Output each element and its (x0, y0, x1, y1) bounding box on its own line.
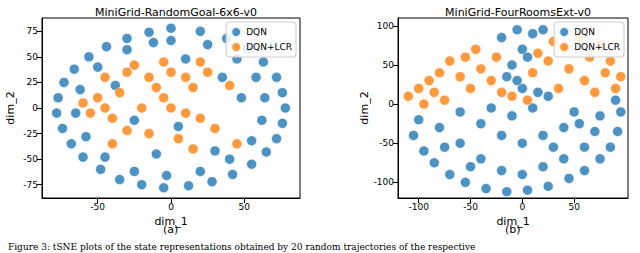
svg-text:-50: -50 (463, 202, 478, 212)
svg-text:(b): (b) (505, 223, 521, 236)
svg-text:-50: -50 (379, 138, 394, 148)
svg-text:(a): (a) (163, 223, 179, 236)
svg-text:100: 100 (377, 21, 394, 31)
svg-text:-100: -100 (374, 177, 395, 187)
svg-text:50: 50 (239, 202, 251, 212)
svg-text:MiniGrid-RandomGoal-6x6-v0: MiniGrid-RandomGoal-6x6-v0 (95, 6, 257, 19)
svg-text:0: 0 (32, 103, 38, 113)
svg-text:75: 75 (27, 26, 38, 36)
svg-text:DQN: DQN (246, 27, 267, 37)
svg-text:-25: -25 (23, 129, 38, 139)
svg-text:DQN+LCR: DQN+LCR (574, 42, 620, 52)
svg-text:-50: -50 (23, 154, 38, 164)
svg-text:dim_1: dim_1 (154, 215, 187, 228)
svg-text:50: 50 (383, 60, 395, 70)
svg-text:dim_1: dim_1 (496, 215, 529, 228)
svg-text:0: 0 (168, 202, 174, 212)
svg-text:0: 0 (519, 202, 525, 212)
svg-text:DQN+LCR: DQN+LCR (246, 42, 292, 52)
svg-text:0: 0 (388, 99, 394, 109)
svg-text:DQN: DQN (574, 27, 595, 37)
svg-text:50: 50 (27, 52, 39, 62)
svg-text:-50: -50 (90, 202, 105, 212)
svg-text:dim_2: dim_2 (358, 91, 371, 124)
svg-text:MiniGrid-FourRoomsExt-v0: MiniGrid-FourRoomsExt-v0 (445, 6, 591, 19)
svg-text:50: 50 (568, 202, 580, 212)
svg-text:dim_2: dim_2 (4, 91, 17, 124)
svg-text:-75: -75 (23, 180, 38, 190)
svg-text:25: 25 (27, 77, 38, 87)
svg-text:-100: -100 (409, 202, 430, 212)
svg-text:Figure 3: tSNE plots of the st: Figure 3: tSNE plots of the state repres… (8, 242, 475, 252)
